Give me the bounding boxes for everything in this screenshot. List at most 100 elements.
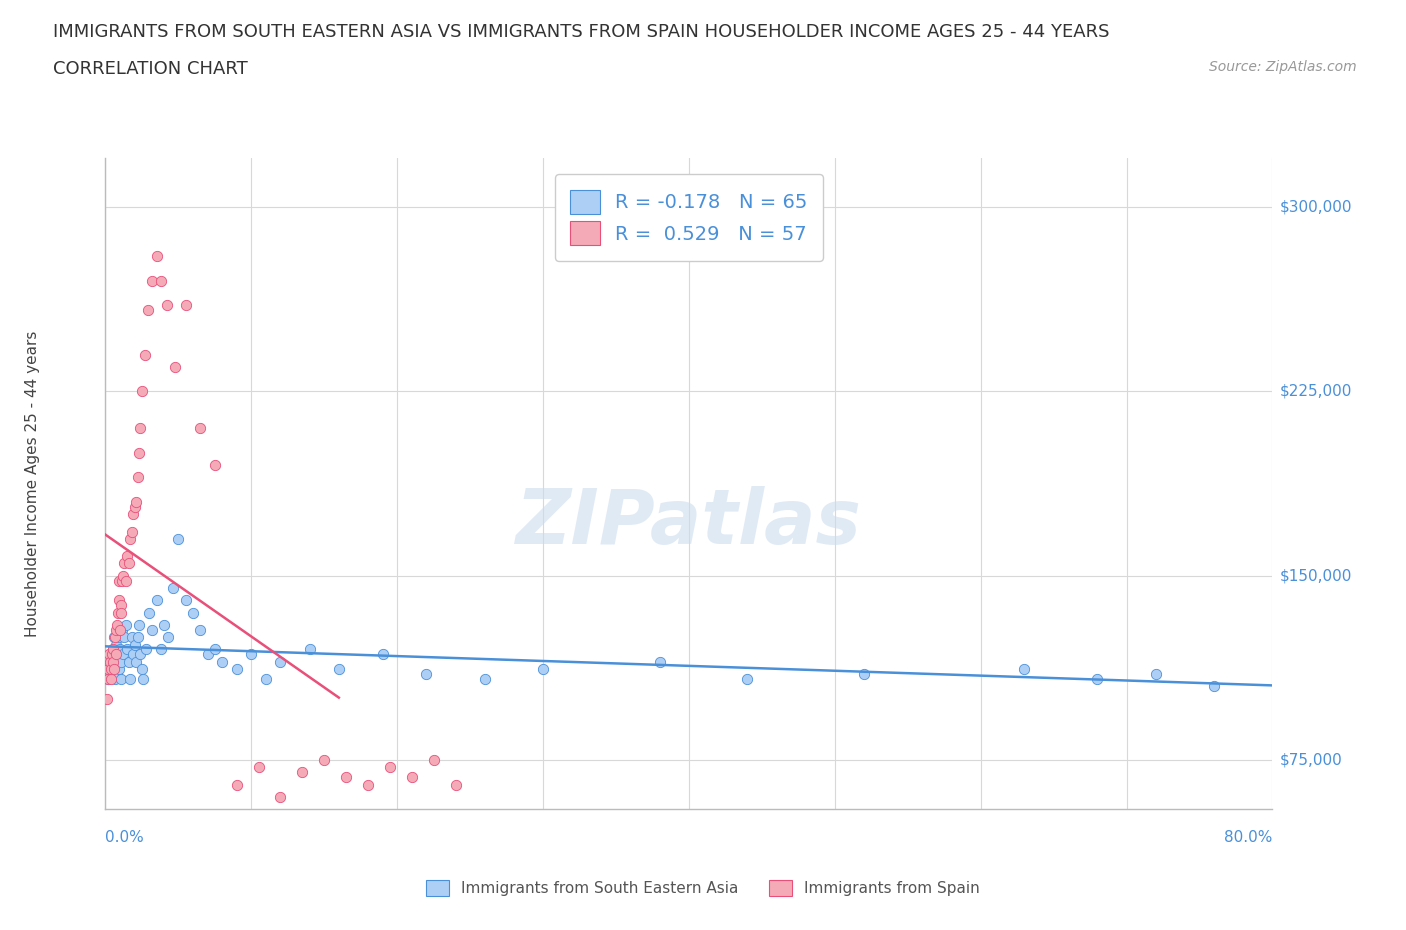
Point xyxy=(174,298,197,312)
Point xyxy=(131,384,153,399)
Point xyxy=(104,655,127,670)
Point xyxy=(101,647,124,662)
Point xyxy=(129,421,152,436)
Point xyxy=(121,525,143,539)
Point xyxy=(129,647,152,662)
Point xyxy=(156,298,179,312)
Point xyxy=(648,655,671,670)
Point xyxy=(1202,679,1225,694)
Point xyxy=(298,642,321,657)
Point xyxy=(204,458,226,472)
Text: $150,000: $150,000 xyxy=(1279,568,1351,583)
Point xyxy=(110,598,132,613)
Point xyxy=(97,671,120,686)
Point xyxy=(162,580,184,595)
Point xyxy=(111,647,134,662)
Point xyxy=(444,777,467,792)
Point xyxy=(100,661,122,676)
Point xyxy=(474,671,496,686)
Point xyxy=(105,622,128,637)
Point xyxy=(104,647,127,662)
Point xyxy=(105,667,128,682)
Point xyxy=(125,495,148,510)
Point xyxy=(108,622,131,637)
Point xyxy=(104,630,127,644)
Point xyxy=(141,622,163,637)
Point xyxy=(107,647,129,662)
Point xyxy=(112,556,135,571)
Point xyxy=(124,637,146,652)
Point xyxy=(247,760,270,775)
Point xyxy=(108,661,131,676)
Point xyxy=(101,655,124,670)
Point xyxy=(118,655,141,670)
Point xyxy=(145,249,167,264)
Point xyxy=(105,637,128,652)
Point xyxy=(134,347,156,362)
Point xyxy=(378,760,401,775)
Text: Householder Income Ages 25 - 44 years: Householder Income Ages 25 - 44 years xyxy=(25,330,39,637)
Point xyxy=(737,671,759,686)
Text: $300,000: $300,000 xyxy=(1279,200,1353,215)
Point xyxy=(101,642,124,657)
Text: 80.0%: 80.0% xyxy=(1225,830,1272,844)
Point xyxy=(269,790,292,804)
Point xyxy=(118,556,141,571)
Point xyxy=(401,770,423,785)
Point xyxy=(138,605,160,620)
Point xyxy=(108,642,131,657)
Point xyxy=(371,647,394,662)
Point xyxy=(314,752,336,767)
Point xyxy=(852,667,875,682)
Point xyxy=(103,667,125,682)
Point xyxy=(269,655,292,670)
Point xyxy=(98,655,121,670)
Point xyxy=(157,630,180,644)
Point xyxy=(117,549,139,564)
Point xyxy=(125,655,148,670)
Point xyxy=(291,764,314,779)
Point xyxy=(111,568,134,583)
Point xyxy=(225,777,247,792)
Point xyxy=(110,655,132,670)
Legend: R = -0.178   N = 65, R =  0.529   N = 57: R = -0.178 N = 65, R = 0.529 N = 57 xyxy=(555,174,823,260)
Point xyxy=(127,630,149,644)
Point xyxy=(115,573,138,588)
Point xyxy=(111,622,134,637)
Text: 0.0%: 0.0% xyxy=(105,830,145,844)
Point xyxy=(117,642,139,657)
Point xyxy=(328,661,350,676)
Point xyxy=(167,531,190,546)
Point xyxy=(128,618,150,632)
Point xyxy=(181,605,204,620)
Point xyxy=(1085,671,1108,686)
Point xyxy=(132,671,155,686)
Text: $225,000: $225,000 xyxy=(1279,384,1351,399)
Point xyxy=(121,630,143,644)
Point xyxy=(127,470,149,485)
Point xyxy=(149,642,172,657)
Point xyxy=(149,273,172,288)
Point xyxy=(100,655,122,670)
Point xyxy=(100,671,122,686)
Point xyxy=(104,671,127,686)
Point xyxy=(357,777,380,792)
Text: CORRELATION CHART: CORRELATION CHART xyxy=(53,60,249,78)
Point xyxy=(131,661,153,676)
Point xyxy=(107,630,129,644)
Point xyxy=(98,647,121,662)
Point xyxy=(531,661,554,676)
Point xyxy=(141,273,163,288)
Point xyxy=(254,671,277,686)
Point xyxy=(98,647,121,662)
Text: Source: ZipAtlas.com: Source: ZipAtlas.com xyxy=(1209,60,1357,74)
Text: IMMIGRANTS FROM SOUTH EASTERN ASIA VS IMMIGRANTS FROM SPAIN HOUSEHOLDER INCOME A: IMMIGRANTS FROM SOUTH EASTERN ASIA VS IM… xyxy=(53,23,1109,41)
Point xyxy=(122,647,145,662)
Point xyxy=(225,661,247,676)
Point xyxy=(135,642,157,657)
Point xyxy=(124,499,146,514)
Point xyxy=(240,647,263,662)
Point xyxy=(97,661,120,676)
Point xyxy=(1144,667,1167,682)
Point xyxy=(97,671,120,686)
